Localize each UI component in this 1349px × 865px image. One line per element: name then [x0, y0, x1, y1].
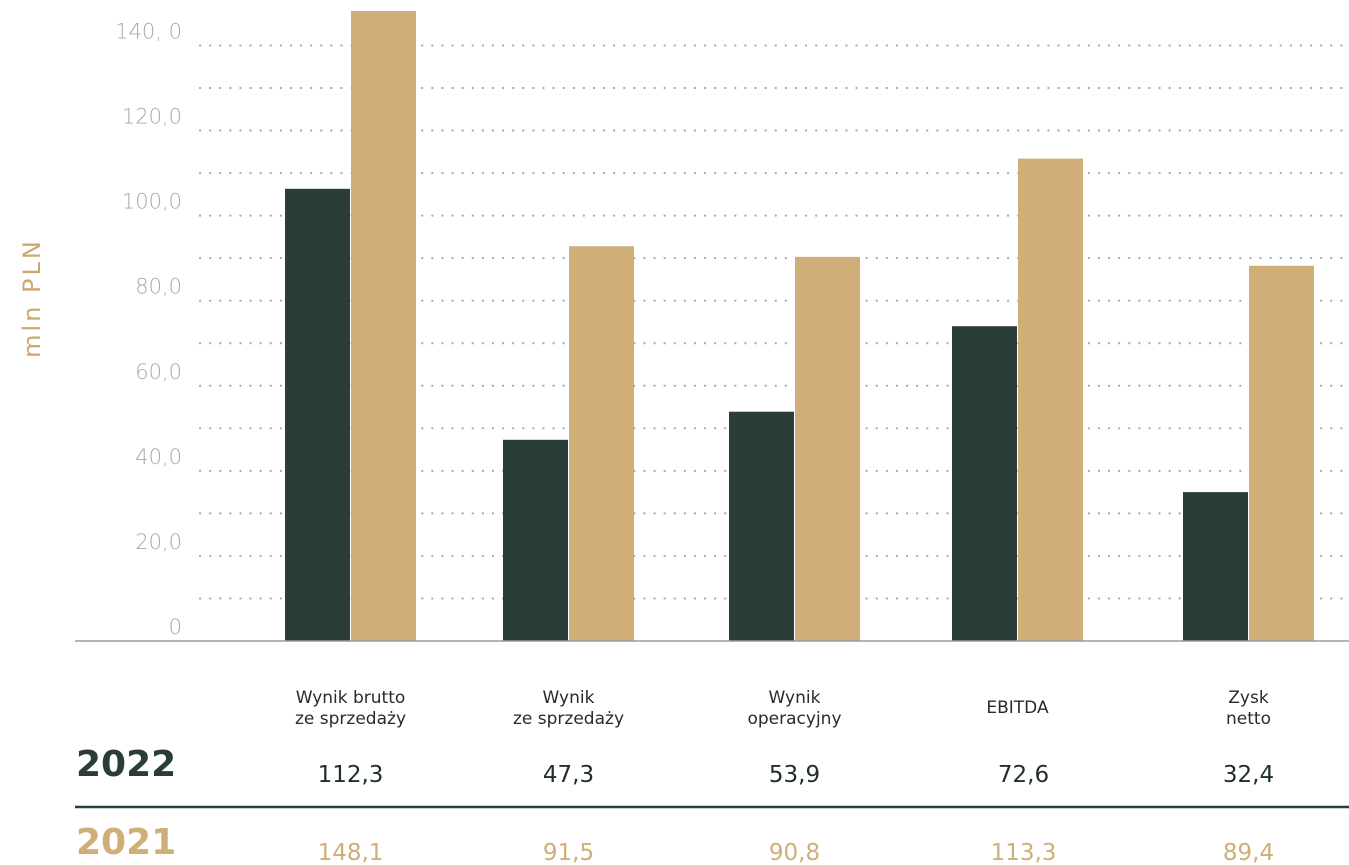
bar-2021	[795, 256, 860, 641]
value-label: 32,4	[1223, 762, 1274, 788]
category-label: Wynik brutto	[296, 688, 406, 708]
bar-2022	[285, 188, 350, 641]
category-label: Zysk	[1228, 688, 1269, 708]
bar-2022	[729, 411, 794, 641]
y-axis-label: mln PLN	[18, 238, 46, 358]
bar-2021	[569, 246, 634, 642]
year-label: 2021	[76, 822, 176, 863]
category-label: operacyjny	[747, 709, 841, 729]
bar-2021	[351, 11, 416, 641]
category-label: Wynik	[543, 688, 595, 708]
y-tick-label: 40,0	[135, 445, 182, 469]
y-tick-label: 140, 0	[115, 19, 182, 43]
y-tick-label: 120,0	[122, 105, 182, 129]
category-label: netto	[1226, 709, 1271, 729]
value-label: 89,4	[1223, 840, 1274, 865]
category-label: ze sprzedaży	[295, 709, 406, 729]
y-tick-label: 60,0	[135, 360, 182, 384]
bar-2021	[1249, 265, 1314, 641]
y-tick-label: 80,0	[135, 275, 182, 299]
bar-2022	[1183, 492, 1248, 641]
value-label: 72,6	[998, 762, 1049, 788]
y-axis-ticks: 0 20,0 40,0 60,0 80,0 100,0 120,0 140, 0	[115, 19, 182, 639]
category-label: EBITDA	[986, 698, 1049, 718]
value-table: 2022 112,3 47,3 53,9 72,6 32,4 2021 148,1 91,5 90…	[76, 744, 1274, 865]
category-label: Wynik	[769, 688, 821, 708]
value-label: 90,8	[769, 840, 820, 865]
y-tick-label: 20,0	[135, 530, 182, 554]
category-label: ze sprzedaży	[513, 709, 624, 729]
bar-2021	[1018, 158, 1083, 641]
y-tick-label: 0	[169, 615, 182, 639]
value-label: 148,1	[318, 840, 384, 865]
year-label: 2022	[76, 744, 176, 785]
value-label: 47,3	[543, 762, 594, 788]
bar-2022	[503, 439, 568, 641]
bars	[285, 11, 1314, 642]
value-label: 53,9	[769, 762, 820, 788]
bar-2022	[952, 326, 1017, 641]
value-label: 113,3	[991, 840, 1057, 865]
value-label: 91,5	[543, 840, 594, 865]
y-tick-label: 100,0	[122, 190, 182, 214]
value-label: 112,3	[318, 762, 384, 788]
